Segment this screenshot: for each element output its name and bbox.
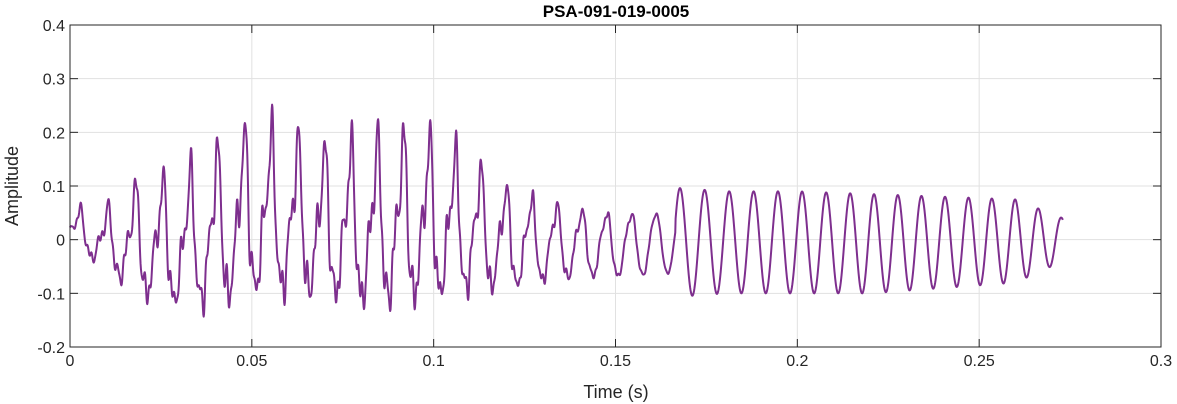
x-tick-label: 0.15 — [600, 353, 631, 370]
y-tick-label: 0.1 — [43, 179, 65, 196]
x-tick-label: 0.2 — [786, 353, 808, 370]
grid — [69, 24, 1162, 348]
signal-line — [69, 103, 1064, 318]
y-axis-label: Amplitude — [2, 146, 22, 226]
x-tick-label: 0.1 — [423, 353, 445, 370]
x-axis-label: Time (s) — [583, 382, 648, 402]
x-tick-label: 0 — [66, 353, 75, 370]
ticks: 0 0.05 0.1 0.15 0.2 0.25 0.3 -0.2 -0.1 0 0.1 0.2 0.3… — [37, 18, 1172, 370]
y-tick-label: -0.1 — [37, 286, 65, 303]
chart-title: PSA-091-019-0005 — [543, 2, 689, 21]
series-layer — [69, 103, 1064, 318]
x-tick-label: 0.05 — [236, 353, 267, 370]
y-tick-label: -0.2 — [37, 340, 65, 357]
y-tick-label: 0.4 — [43, 18, 65, 35]
x-tick-label: 0.3 — [1150, 353, 1172, 370]
y-tick-label: 0.2 — [43, 125, 65, 142]
y-tick-label: 0.3 — [43, 72, 65, 89]
y-tick-label: 0 — [56, 233, 65, 250]
x-tick-label: 0.25 — [964, 353, 995, 370]
